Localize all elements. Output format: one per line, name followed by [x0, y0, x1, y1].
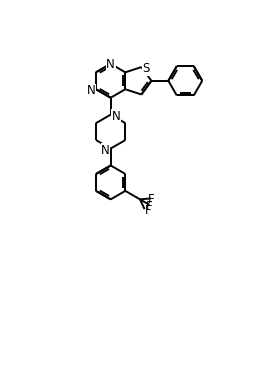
- Text: F: F: [146, 200, 153, 213]
- Text: N: N: [111, 110, 120, 122]
- Text: N: N: [101, 144, 110, 156]
- Text: F: F: [145, 204, 151, 217]
- Text: N: N: [87, 84, 95, 97]
- Text: S: S: [142, 62, 150, 75]
- Text: F: F: [147, 194, 154, 206]
- Text: N: N: [106, 58, 115, 71]
